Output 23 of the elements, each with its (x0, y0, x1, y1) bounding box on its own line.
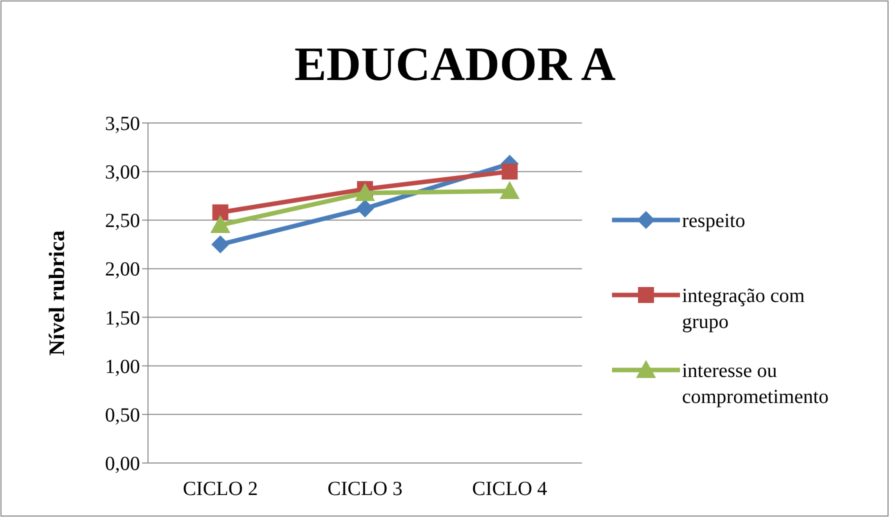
y-tick-label: 0,00 (105, 453, 140, 475)
point (212, 204, 228, 220)
y-tick-label: 1,50 (105, 307, 140, 330)
x-tick-label: CICLO 3 (328, 478, 402, 500)
y-tick-label: 3,00 (105, 162, 140, 184)
y-tick-label: 0,50 (105, 404, 140, 426)
y-tick-label: 3,50 (105, 113, 140, 135)
y-tick-label: 2,50 (105, 210, 140, 232)
point (356, 199, 374, 218)
x-tick-label: CICLO 2 (182, 478, 258, 500)
y-axis-title: Nível rubrica (44, 230, 69, 356)
point (500, 181, 520, 199)
legend-label: interesse ou comprometimento (682, 360, 829, 408)
legend-label: integração com grupo (682, 285, 806, 333)
y-tick-label: 1,00 (105, 356, 140, 378)
point (211, 235, 230, 254)
point (355, 182, 375, 201)
point (502, 164, 518, 180)
y-tick-label: 2,00 (105, 258, 140, 281)
x-tick-label: CICLO 4 (472, 478, 548, 500)
chart-title: EDUCADOR A (294, 38, 616, 91)
legend-label: respeito (682, 210, 746, 232)
point (210, 215, 230, 233)
